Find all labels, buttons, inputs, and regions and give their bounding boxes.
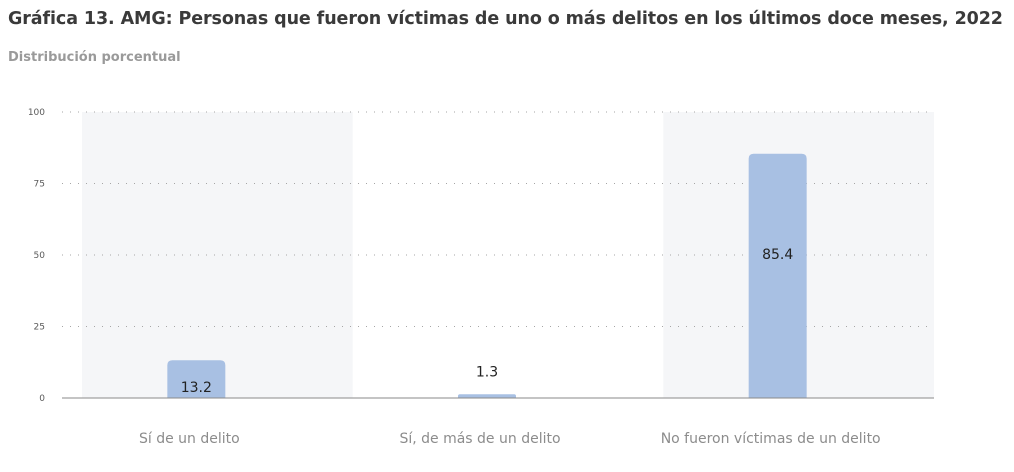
y-tick-label: 75: [34, 180, 45, 190]
bar[interactable]: [167, 360, 226, 398]
data-label: 1.3: [476, 364, 498, 380]
category-label: Sí, de más de un delito: [399, 431, 560, 447]
y-tick-label: 25: [34, 323, 45, 333]
category-label: No fueron víctimas de un delito: [661, 431, 881, 447]
category-label: Sí de un delito: [139, 431, 240, 447]
bar[interactable]: [748, 153, 807, 398]
data-label: 13.2: [181, 380, 212, 396]
y-tick-label: 0: [39, 394, 45, 404]
y-tick-label: 100: [28, 108, 45, 118]
y-tick-label: 50: [34, 251, 46, 261]
chart-title: Gráfica 13. AMG: Personas que fueron víc…: [8, 9, 1003, 29]
bar[interactable]: [458, 394, 516, 398]
plot-band: [82, 112, 353, 398]
chart-subtitle: Distribución porcentual: [8, 50, 181, 65]
data-label: 85.4: [762, 247, 793, 263]
